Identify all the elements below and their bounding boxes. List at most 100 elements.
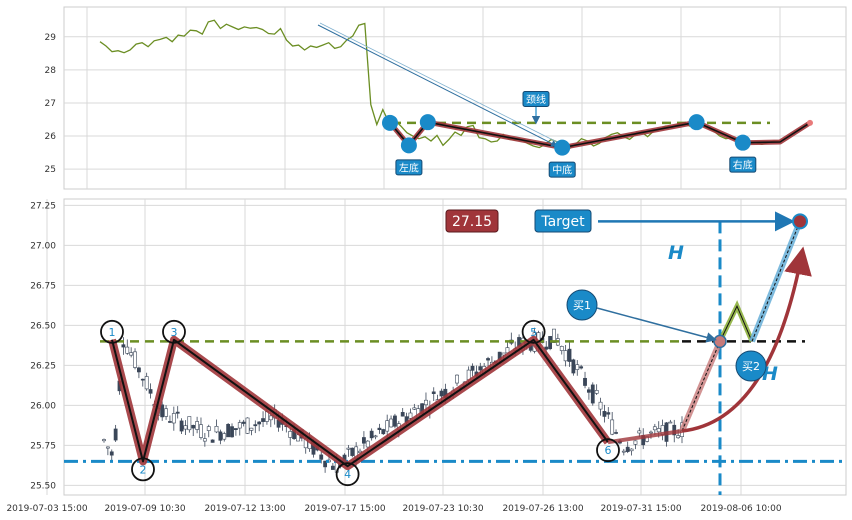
- candle-body: [583, 377, 587, 386]
- pattern-end-marker: [807, 119, 813, 126]
- bottom-y-tick-label: 25.75: [30, 441, 56, 451]
- pattern-point-marker: [400, 137, 417, 154]
- candle-body: [478, 366, 483, 371]
- projection-arrow: [317, 24, 558, 147]
- candle-body: [195, 421, 200, 430]
- pattern-point-ring: [162, 319, 186, 344]
- candle-body: [501, 352, 506, 356]
- bottom-y-tick-label: 27.00: [30, 241, 56, 251]
- target-text-box: [534, 209, 592, 233]
- candle-body: [424, 399, 428, 406]
- candle-body: [610, 419, 615, 435]
- candle-body: [598, 401, 603, 410]
- bottom-panel: 25.50 25.75 26.00 26.25 26.50 26.75 27.00 27.25…: [6, 198, 847, 514]
- buy1-pointer: [596, 307, 717, 343]
- pattern-point-number: 6: [605, 444, 612, 457]
- candle-body: [171, 413, 176, 424]
- candle-body: [369, 430, 374, 439]
- target-marker: [792, 213, 808, 230]
- candle-body: [346, 447, 351, 450]
- pattern-point-number: 1: [109, 326, 116, 339]
- candle-body: [199, 424, 203, 438]
- candle-body: [373, 435, 378, 438]
- price-line: [99, 19, 780, 150]
- candle-body: [257, 421, 262, 425]
- candle-body: [400, 412, 405, 417]
- bottom-grid: [46, 199, 846, 495]
- top-y-tick-label: 28: [45, 66, 57, 76]
- candle-body: [656, 428, 661, 433]
- pattern-point-ring: [596, 438, 620, 463]
- pattern-point-label-box: [729, 156, 757, 173]
- candle-body: [652, 426, 657, 431]
- pattern-point-label: 中底: [552, 164, 572, 177]
- candle-body: [237, 422, 242, 429]
- candle-body: [590, 384, 595, 404]
- candle-body: [559, 346, 564, 351]
- candle-body: [191, 425, 196, 429]
- candle-body: [330, 465, 335, 470]
- candle-body: [408, 412, 413, 419]
- candle-body: [586, 389, 591, 393]
- candle-body: [253, 424, 258, 427]
- buy1-circle: [566, 289, 598, 321]
- top-y-ticks: 25 26 27 28 29: [45, 33, 57, 175]
- candle-body: [133, 351, 137, 368]
- bottom-y-tick-label: 27.25: [30, 201, 56, 211]
- candle-body: [385, 420, 390, 432]
- bottom-reference-lines: [64, 211, 846, 495]
- x-tick-label: 2019-07-23 10:30: [402, 504, 483, 514]
- candle-body: [214, 426, 219, 433]
- candle-body: [621, 450, 626, 453]
- x-tick-label: 2019-07-31 15:00: [600, 504, 681, 514]
- pattern-point-label: 右底: [733, 159, 753, 172]
- buy2-circle: [735, 350, 767, 382]
- candle-body: [668, 421, 673, 424]
- neckline-label-box: [522, 91, 550, 107]
- candle-body: [466, 369, 471, 381]
- candle-body: [113, 428, 118, 441]
- buy1-label: 买1: [573, 299, 591, 312]
- candle-body: [362, 437, 366, 444]
- bottom-y-tick-label: 25.50: [30, 481, 56, 491]
- top-price-line: [99, 19, 780, 150]
- top-labels: 左底 中底 右底 颈线: [395, 91, 757, 178]
- curved-arrow: [681, 246, 812, 433]
- x-tick-label: 2019-07-09 10:30: [104, 504, 185, 514]
- pattern-point-number: 5: [530, 326, 537, 339]
- pattern-point-marker: [382, 114, 398, 131]
- candle-body: [249, 427, 254, 431]
- candle-body: [179, 420, 184, 432]
- candle-body: [470, 365, 475, 371]
- bottom-y-tick-label: 26.75: [30, 281, 56, 291]
- target-value-label: 27.15: [452, 214, 492, 230]
- pattern-point-ring: [131, 457, 155, 482]
- candle-body: [633, 440, 638, 445]
- candle-body: [323, 460, 328, 468]
- bottom-pattern-core: [111, 338, 609, 468]
- pattern-point-marker: [554, 139, 571, 156]
- candle-body: [218, 431, 223, 441]
- candle-body: [579, 366, 584, 369]
- candle-body: [288, 431, 293, 438]
- bottom-y-tick-label: 26.00: [30, 401, 56, 411]
- candle-body: [148, 389, 153, 394]
- pattern-point-number: 4: [344, 468, 351, 481]
- top-panel: 25 26 27 28 29 左底 中底 右底 颈线: [45, 6, 847, 190]
- candle-body: [140, 378, 145, 381]
- candle-body: [594, 390, 599, 394]
- top-grid: [64, 7, 846, 189]
- candle-body: [125, 346, 130, 354]
- candle-body: [137, 367, 141, 373]
- pullback-core: [719, 304, 753, 342]
- breakout-marker: [713, 334, 727, 349]
- top-pattern: [317, 22, 813, 156]
- pattern-point-marker: [419, 114, 436, 131]
- target-path: [749, 220, 803, 343]
- candle-body: [625, 446, 630, 452]
- top-y-tick-label: 25: [45, 165, 56, 175]
- candle-body: [381, 429, 386, 435]
- top-panel-frame: [63, 6, 847, 190]
- bottom-y-ticks: 25.50 25.75 26.00 26.25 26.50 26.75 27.00 27.25: [30, 201, 56, 491]
- candle-body: [245, 417, 250, 434]
